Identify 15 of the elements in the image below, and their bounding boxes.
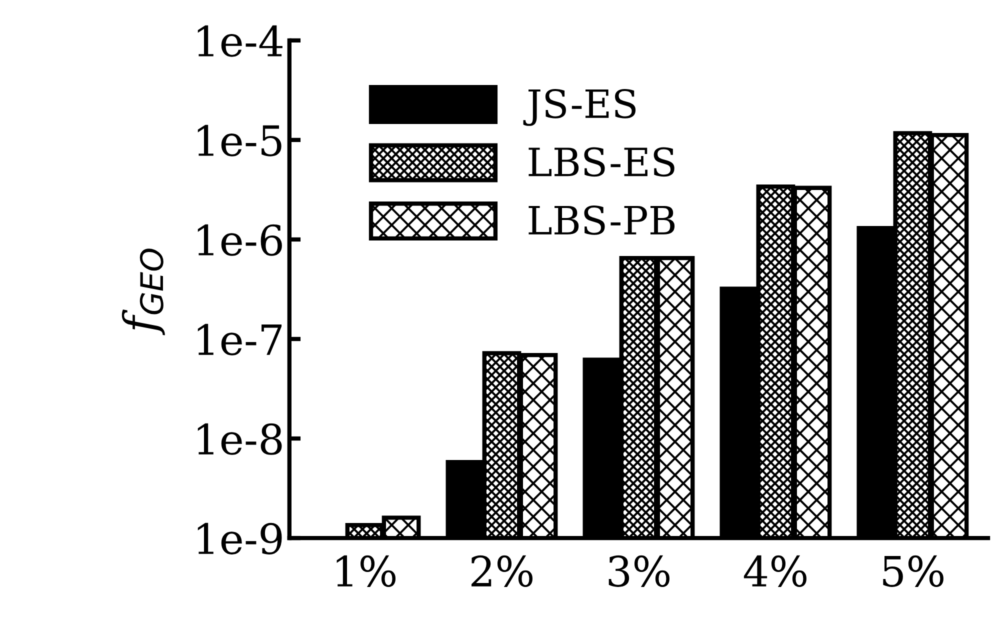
legend-label: LBS-PB xyxy=(528,205,675,235)
y-tick-label: 1e-7 xyxy=(198,324,282,356)
y-tick-label: 1e-5 xyxy=(198,124,282,156)
y-tick-label: 1e-9 xyxy=(198,522,282,554)
x-tick-label: 4% xyxy=(744,555,806,587)
legend-label: LBS-ES xyxy=(528,147,674,177)
x-tick-label: 5% xyxy=(883,555,944,587)
y-tick-label: 1e-4 xyxy=(198,25,282,57)
y-tick-label: 1e-8 xyxy=(198,423,282,455)
x-tick-label: 1% xyxy=(336,555,396,587)
legend-label: JS-ES xyxy=(523,88,636,126)
y-axis-title: f$_{GEO}$ xyxy=(122,248,165,336)
y-tick-label: 1e-6 xyxy=(198,224,282,256)
x-tick-label: 3% xyxy=(608,555,670,587)
x-tick-label: 2% xyxy=(472,555,532,587)
